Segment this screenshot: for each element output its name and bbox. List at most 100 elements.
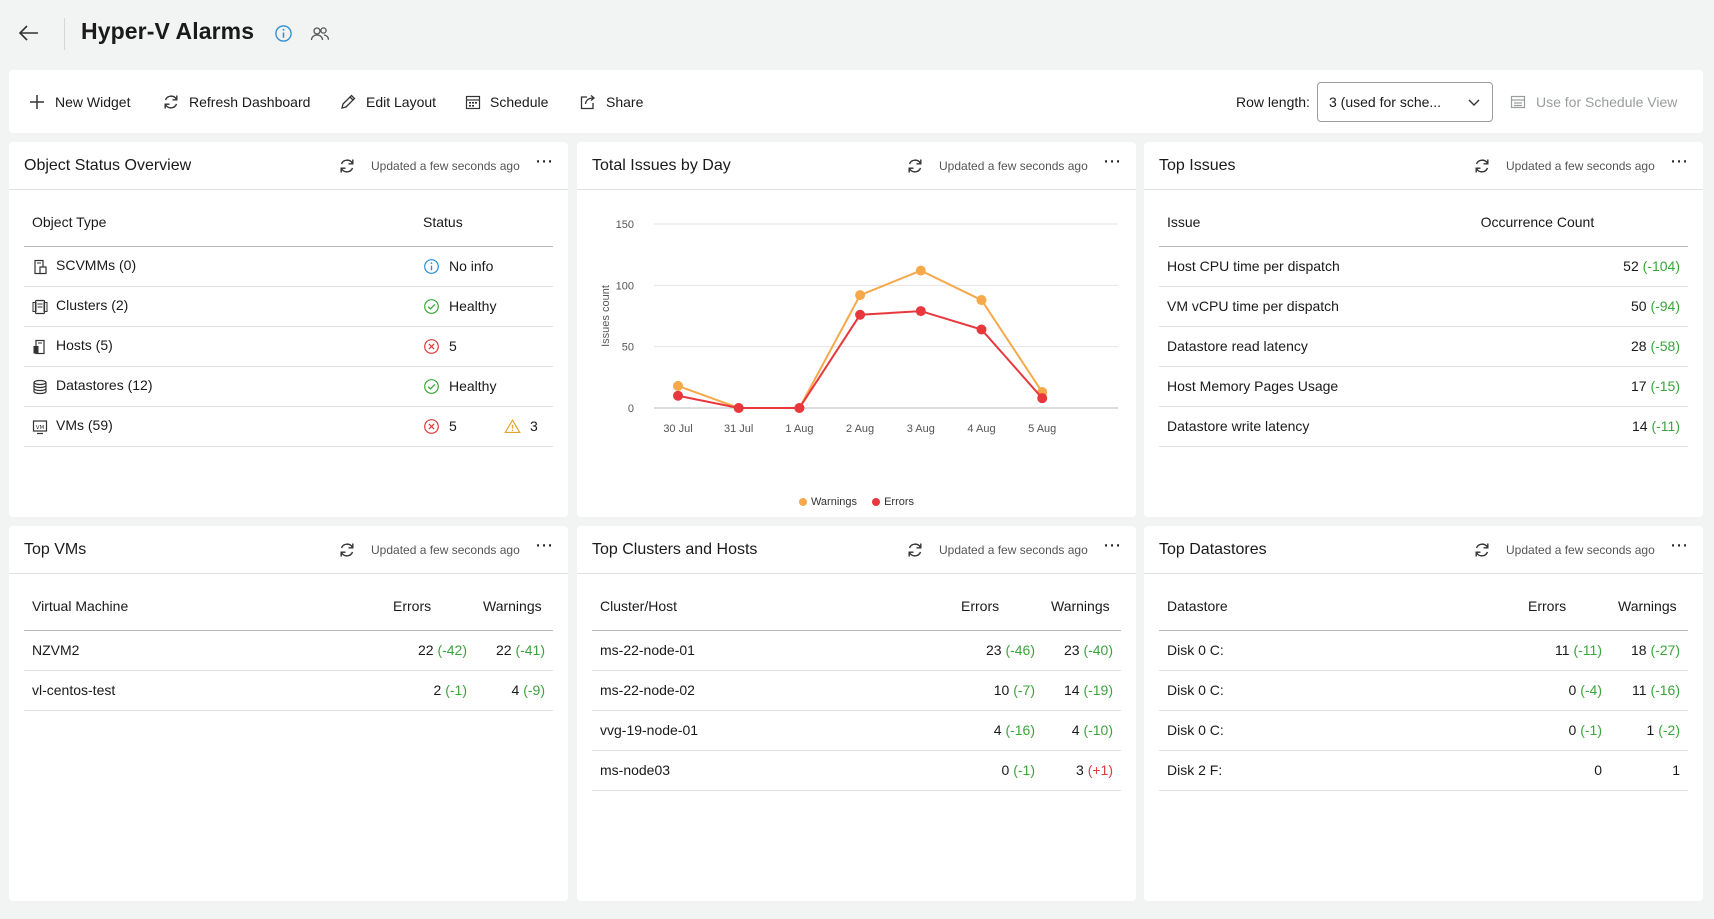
table-header-row: Cluster/Host Errors Warnings — [592, 582, 1121, 631]
widget-header: Top Clusters and Hosts Updated a few sec… — [577, 526, 1136, 574]
more-options-icon[interactable]: ⋯ — [1670, 535, 1688, 555]
edit-layout-button[interactable]: Edit Layout — [339, 70, 436, 133]
table-row[interactable]: ms-22-node-01 23 (-46) 23 (-40) — [592, 630, 1121, 671]
title-divider — [64, 18, 65, 50]
object-status-table: Object Type Status SCVMMs (0) No info Cl… — [24, 198, 553, 447]
y-axis-label: Issues count — [600, 285, 612, 347]
errors-delta: (-1) — [1013, 762, 1035, 778]
data-point-warnings — [855, 290, 866, 301]
datastore-icon — [33, 379, 47, 394]
more-options-icon[interactable]: ⋯ — [1670, 151, 1688, 171]
table-row[interactable]: Host CPU time per dispatch 52 (-104) — [1159, 246, 1688, 287]
table-row[interactable]: SCVMMs (0) No info — [24, 246, 553, 287]
updated-timestamp: Updated a few seconds ago — [1506, 159, 1655, 173]
back-arrow-icon[interactable] — [18, 22, 40, 44]
occurrence-count: 50 — [1630, 298, 1647, 314]
more-options-icon[interactable]: ⋯ — [535, 151, 553, 171]
error-count: 10 — [993, 682, 1010, 698]
object-type-label: SCVMMs (0) — [56, 257, 137, 274]
object-status-widget: Object Status Overview Updated a few sec… — [9, 142, 568, 517]
info-icon[interactable] — [274, 24, 293, 43]
top-datastores-widget: Top Datastores Updated a few seconds ago… — [1144, 526, 1703, 901]
table-row[interactable]: Datastore read latency 28 (-58) — [1159, 326, 1688, 367]
error-circle-icon — [424, 338, 439, 354]
users-icon[interactable] — [310, 24, 330, 44]
column-header-issue: Issue — [1159, 198, 1473, 247]
data-point-errors — [915, 306, 926, 317]
warning-count: 1 — [1672, 762, 1680, 778]
table-row[interactable]: NZVM2 22 (-42) 22 (-41) — [24, 630, 553, 671]
table-row[interactable]: Disk 0 C: 0 (-4) 11 (-16) — [1159, 670, 1688, 711]
column-header-status: Status — [415, 198, 553, 247]
schedule-button[interactable]: Schedule — [465, 70, 548, 133]
refresh-icon[interactable] — [1473, 157, 1491, 175]
y-tick-label: 0 — [628, 403, 634, 415]
issue-name: Datastore write latency — [1159, 406, 1473, 447]
table-row[interactable]: vvg-19-node-01 4 (-16) 4 (-10) — [592, 710, 1121, 751]
table-row[interactable]: Disk 2 F: 0 1 — [1159, 750, 1688, 791]
data-point-errors — [976, 324, 987, 335]
widget-title: Total Issues by Day — [592, 157, 731, 174]
table-header-row: Object Type Status — [24, 198, 553, 247]
series-line-errors — [677, 310, 1043, 409]
use-for-schedule-view-button[interactable]: Use for Schedule View — [1510, 70, 1677, 133]
table-row[interactable]: Datastore write latency 14 (-11) — [1159, 406, 1688, 447]
error-count: 0 — [1568, 722, 1577, 738]
x-tick-label: 4 Aug — [967, 423, 995, 435]
table-row[interactable]: Hosts (5) 5 — [24, 326, 553, 367]
refresh-icon[interactable] — [1473, 541, 1491, 559]
datastore-name: Disk 0 C: — [1159, 630, 1520, 671]
table-row[interactable]: ms-22-node-02 10 (-7) 14 (-19) — [592, 670, 1121, 711]
issue-name: Host Memory Pages Usage — [1159, 366, 1473, 407]
table-row[interactable]: VM VMs (59) 5 3 — [24, 406, 553, 447]
warnings-delta: (-2) — [1658, 722, 1680, 738]
table-row[interactable]: Datastores (12) Healthy — [24, 366, 553, 407]
widget-title: Top VMs — [24, 541, 87, 558]
table-row[interactable]: Disk 0 C: 11 (-11) 18 (-27) — [1159, 630, 1688, 671]
svg-text:VM: VM — [36, 424, 45, 430]
column-header-datastore: Datastore — [1159, 582, 1520, 631]
occurrence-count: 14 — [1632, 418, 1648, 434]
widget-header: Top VMs Updated a few seconds ago ⋯ — [9, 526, 568, 574]
errors-delta: (-16) — [1005, 722, 1035, 738]
row-length-value: 3 (used for sche... — [1329, 94, 1442, 110]
datastore-name: Disk 0 C: — [1159, 670, 1520, 711]
refresh-dashboard-button[interactable]: Refresh Dashboard — [162, 70, 310, 133]
table-row[interactable]: Clusters (2) Healthy — [24, 286, 553, 327]
more-options-icon[interactable]: ⋯ — [1103, 535, 1121, 555]
table-row[interactable]: VM vCPU time per dispatch 50 (-94) — [1159, 286, 1688, 327]
refresh-icon[interactable] — [338, 541, 356, 559]
y-tick-label: 150 — [616, 219, 634, 231]
data-point-errors — [673, 390, 683, 401]
refresh-icon[interactable] — [338, 157, 356, 175]
errors-delta: (-42) — [437, 642, 467, 658]
refresh-icon[interactable] — [906, 157, 924, 175]
legend-item-errors[interactable]: Errors — [872, 496, 914, 508]
legend-item-warnings[interactable]: Warnings — [798, 496, 857, 508]
data-point-errors — [733, 403, 744, 413]
error-count: 5 — [449, 338, 457, 354]
table-row[interactable]: vl-centos-test 2 (-1) 4 (-9) — [24, 670, 553, 711]
y-tick-label: 100 — [616, 280, 634, 292]
table-row[interactable]: Host Memory Pages Usage 17 (-15) — [1159, 366, 1688, 407]
occurrence-count: 28 — [1630, 338, 1647, 354]
occurrence-count: 17 — [1630, 378, 1647, 394]
more-options-icon[interactable]: ⋯ — [1103, 151, 1121, 171]
issues-line-chart: 0 50 100 150 30 Jul 31 Jul 1 Aug 2 Aug 3 Aug 4 Au… — [600, 219, 1118, 435]
share-button[interactable]: Share — [579, 70, 643, 133]
refresh-icon[interactable] — [906, 541, 924, 559]
row-length-select[interactable]: 3 (used for sche... — [1317, 82, 1493, 122]
data-point-errors — [794, 403, 805, 413]
more-options-icon[interactable]: ⋯ — [535, 535, 553, 555]
new-widget-button[interactable]: New Widget — [28, 70, 130, 133]
top-issues-widget: Top Issues Updated a few seconds ago ⋯ I… — [1144, 142, 1703, 517]
column-header-warnings: Warnings — [1610, 582, 1688, 631]
table-row[interactable]: Disk 0 C: 0 (-1) 1 (-2) — [1159, 710, 1688, 751]
errors-delta: (-11) — [1573, 642, 1602, 658]
row-length-label: Row length: — [1236, 94, 1310, 110]
widget-header: Top Datastores Updated a few seconds ago… — [1144, 526, 1703, 574]
table-row[interactable]: ms-node03 0 (-1) 3 (+1) — [592, 750, 1121, 791]
status-text: No info — [449, 258, 494, 274]
warnings-delta: (-40) — [1083, 642, 1113, 658]
y-tick-label: 50 — [622, 342, 634, 354]
